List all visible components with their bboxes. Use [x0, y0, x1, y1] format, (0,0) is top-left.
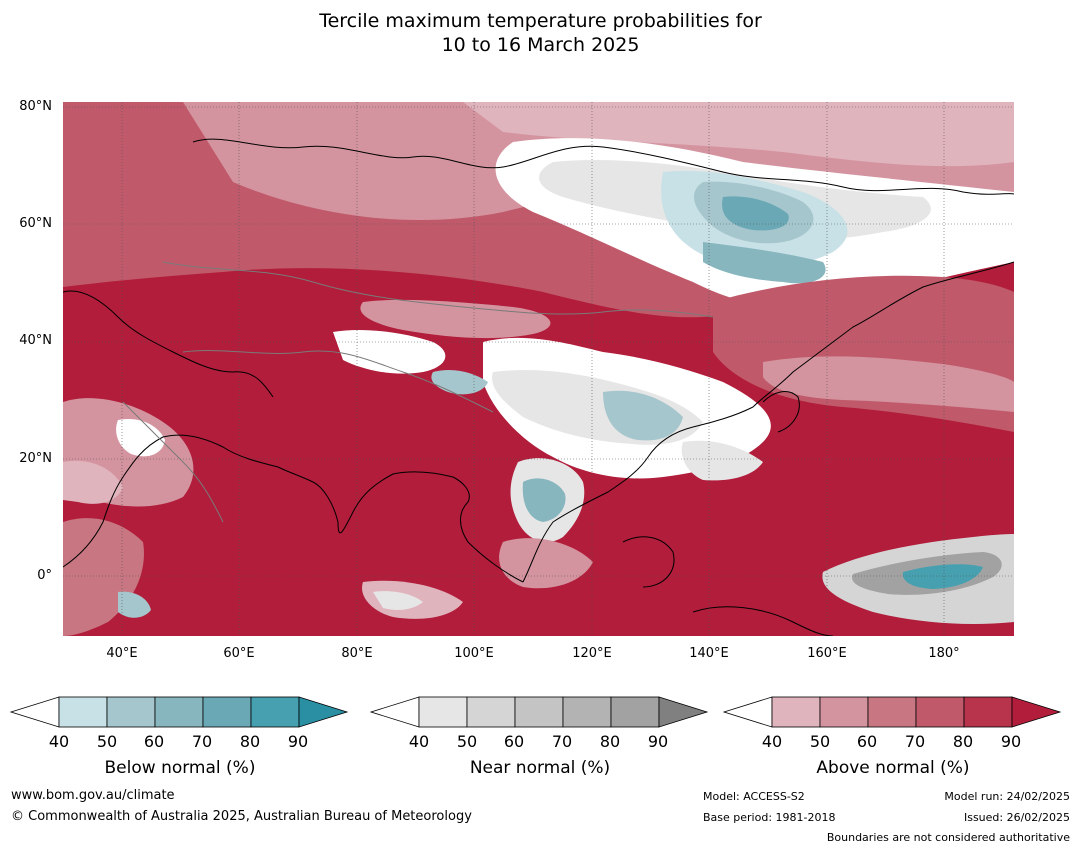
colorbar-segment	[250, 696, 300, 728]
tick-label: 40	[408, 732, 430, 751]
lat-label-20n: 20°N	[19, 451, 52, 466]
title-line-1: Tercile maximum temperature probabilitie…	[319, 10, 762, 32]
near-normal-label: Near normal (%)	[469, 758, 611, 778]
tick-label: 70	[551, 732, 573, 751]
colorbar-segment	[514, 696, 564, 728]
colorbar-segment	[154, 696, 204, 728]
issued-text: Issued: 26/02/2025	[963, 811, 1070, 824]
colorbar-segment	[963, 696, 1013, 728]
tick-label: 80	[952, 732, 974, 751]
lon-label-80e: 80°E	[341, 646, 373, 661]
tick-label: 40	[761, 732, 783, 751]
tick-label: 40	[48, 732, 70, 751]
copyright-text: © Commonwealth of Australia 2025, Austra…	[11, 809, 472, 824]
colorbar-arrow-right	[298, 696, 349, 728]
colorbar-segment	[106, 696, 156, 728]
lon-label-120e: 120°E	[572, 646, 612, 661]
model-text: Model: ACCESS-S2	[703, 790, 805, 803]
colorbar-segment	[418, 696, 468, 728]
tick-label: 60	[856, 732, 878, 751]
lat-label-40n: 40°N	[19, 333, 52, 348]
colorbar-segment	[771, 696, 821, 728]
model-run-text: Model run: 24/02/2025	[944, 790, 1070, 803]
probability-map	[63, 102, 1014, 636]
disclaimer-text: Boundaries are not considered authoritat…	[826, 831, 1070, 844]
colorbar-arrow-left	[10, 696, 60, 728]
lat-label-0: 0°	[37, 568, 52, 583]
below-normal-label: Below normal (%)	[104, 758, 256, 778]
colorbar-segment	[466, 696, 516, 728]
colorbar-segment	[915, 696, 965, 728]
colorbar-arrow-right	[1011, 696, 1062, 728]
colorbar-near-normal	[370, 696, 709, 728]
lon-label-100e: 100°E	[454, 646, 494, 661]
colorbar-segment	[562, 696, 612, 728]
tick-label: 90	[647, 732, 669, 751]
tick-label: 60	[503, 732, 525, 751]
colorbar-segment	[610, 696, 660, 728]
colorbar-arrow-left	[723, 696, 773, 728]
lon-label-180: 180°	[928, 646, 960, 661]
colorbar-segment	[867, 696, 917, 728]
tick-label: 70	[191, 732, 213, 751]
tick-label: 60	[143, 732, 165, 751]
lon-label-60e: 60°E	[223, 646, 255, 661]
lon-label-160e: 160°E	[807, 646, 847, 661]
tick-label: 50	[456, 732, 478, 751]
colorbar-above-normal	[723, 696, 1062, 728]
tick-label: 80	[599, 732, 621, 751]
lat-label-80n: 80°N	[19, 99, 52, 114]
tick-label: 90	[1000, 732, 1022, 751]
lon-label-140e: 140°E	[689, 646, 729, 661]
above-normal-label: Above normal (%)	[816, 758, 970, 778]
colorbar-segment	[202, 696, 252, 728]
colorbar-below-normal	[10, 696, 349, 728]
tick-label: 70	[904, 732, 926, 751]
colorbar-arrow-left	[370, 696, 420, 728]
map-title: Tercile maximum temperature probabilitie…	[0, 9, 1081, 57]
colorbar-arrow-right	[658, 696, 709, 728]
website-text: www.bom.gov.au/climate	[11, 788, 175, 803]
lat-label-60n: 60°N	[19, 216, 52, 231]
base-period-text: Base period: 1981-2018	[703, 811, 836, 824]
tick-label: 50	[809, 732, 831, 751]
colorbar-segment	[58, 696, 108, 728]
colorbar-segment	[819, 696, 869, 728]
tick-label: 90	[287, 732, 309, 751]
lon-label-40e: 40°E	[106, 646, 138, 661]
tick-label: 80	[239, 732, 261, 751]
title-line-2: 10 to 16 March 2025	[441, 34, 640, 56]
tick-label: 50	[96, 732, 118, 751]
